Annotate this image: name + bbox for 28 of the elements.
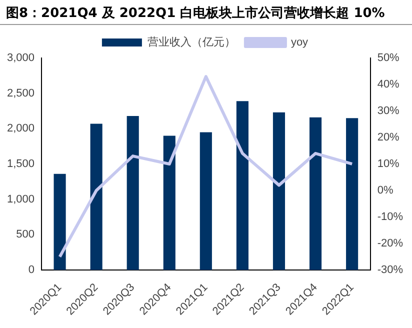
y2-tick-label: 10% xyxy=(377,158,400,170)
y-tick-label: 2,500 xyxy=(6,87,35,100)
bar xyxy=(90,124,102,270)
y2-tick-label: 0% xyxy=(377,184,394,197)
y2-tick-label: 40% xyxy=(377,78,400,91)
y2-tick-label: -10% xyxy=(377,211,404,224)
y-tick-label: 1,500 xyxy=(6,158,35,170)
bar xyxy=(126,116,139,270)
y2-tick-label: -30% xyxy=(377,264,404,276)
bar xyxy=(346,118,358,270)
bar xyxy=(309,117,322,270)
y-tick-label: 2,000 xyxy=(6,122,35,135)
chart-title: 图8：2021Q4 及 2022Q1 白电板块上市公司营收增长超 10% xyxy=(0,0,412,25)
y-tick-label: 500 xyxy=(16,228,35,241)
bar xyxy=(200,132,212,270)
legend-label: yoy xyxy=(290,36,309,49)
y-tick-label: 3,000 xyxy=(6,52,35,64)
bar xyxy=(54,174,66,270)
legend-label: 营业收入（亿元） xyxy=(147,36,236,49)
bar xyxy=(236,101,248,270)
y2-tick-label: -20% xyxy=(377,238,404,250)
y-tick-label: 1,000 xyxy=(6,193,35,206)
y2-tick-label: 30% xyxy=(377,105,400,118)
y-tick-label: 0 xyxy=(28,264,35,276)
y2-tick-label: 20% xyxy=(377,132,400,144)
bar xyxy=(272,112,286,270)
bar xyxy=(163,136,176,270)
y2-tick-label: 50% xyxy=(377,52,400,64)
